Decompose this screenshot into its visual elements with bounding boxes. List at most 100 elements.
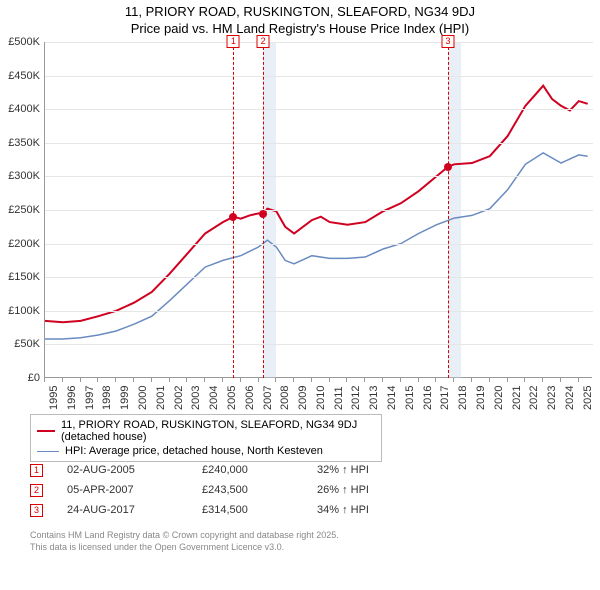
x-tick-label: 2014 bbox=[386, 386, 398, 410]
event-marker-box: 2 bbox=[257, 35, 270, 48]
title-block: 11, PRIORY ROAD, RUSKINGTON, SLEAFORD, N… bbox=[0, 0, 600, 38]
event-diff: 32% ↑ HPI bbox=[317, 464, 369, 476]
y-tick-label: £150K bbox=[0, 271, 42, 283]
attribution-text: Contains HM Land Registry data © Crown c… bbox=[30, 530, 339, 553]
x-tick-label: 2006 bbox=[244, 386, 256, 410]
x-tick-label: 1999 bbox=[119, 386, 131, 410]
x-tick-label: 2009 bbox=[297, 386, 309, 410]
x-tick-label: 2020 bbox=[493, 386, 505, 410]
x-tick bbox=[578, 378, 579, 382]
gridline bbox=[45, 210, 593, 211]
x-tick bbox=[258, 378, 259, 382]
y-tick-label: £400K bbox=[0, 103, 42, 115]
x-tick-label: 1998 bbox=[101, 386, 113, 410]
y-tick-label: £500K bbox=[0, 36, 42, 48]
x-tick-label: 2011 bbox=[333, 386, 345, 410]
x-tick-label: 2022 bbox=[528, 386, 540, 410]
chart-container: 11, PRIORY ROAD, RUSKINGTON, SLEAFORD, N… bbox=[0, 0, 600, 590]
x-tick-label: 2000 bbox=[137, 386, 149, 410]
y-tick-label: £50K bbox=[0, 338, 42, 350]
x-tick bbox=[240, 378, 241, 382]
event-id-box: 1 bbox=[30, 464, 43, 477]
attribution-line-2: This data is licensed under the Open Gov… bbox=[30, 542, 339, 554]
x-tick bbox=[418, 378, 419, 382]
x-tick-label: 2024 bbox=[564, 386, 576, 410]
x-tick bbox=[293, 378, 294, 382]
x-tick bbox=[222, 378, 223, 382]
event-dot bbox=[259, 210, 267, 218]
series-line bbox=[45, 86, 588, 323]
gridline bbox=[45, 42, 593, 43]
x-tick-label: 2003 bbox=[190, 386, 202, 410]
x-tick bbox=[542, 378, 543, 382]
x-tick bbox=[80, 378, 81, 382]
y-tick-label: £300K bbox=[0, 170, 42, 182]
x-tick bbox=[382, 378, 383, 382]
y-tick-label: £350K bbox=[0, 137, 42, 149]
x-tick-label: 2007 bbox=[262, 386, 274, 410]
event-date: 24-AUG-2017 bbox=[67, 504, 202, 516]
x-tick-label: 2012 bbox=[350, 386, 362, 410]
x-tick bbox=[169, 378, 170, 382]
gridline bbox=[45, 143, 593, 144]
event-marker-box: 3 bbox=[441, 35, 454, 48]
attribution-line-1: Contains HM Land Registry data © Crown c… bbox=[30, 530, 339, 542]
x-tick-label: 2015 bbox=[404, 386, 416, 410]
x-tick-label: 2008 bbox=[279, 386, 291, 410]
event-id-box: 2 bbox=[30, 484, 43, 497]
x-tick-label: 2004 bbox=[208, 386, 220, 410]
x-tick bbox=[151, 378, 152, 382]
event-diff: 34% ↑ HPI bbox=[317, 504, 369, 516]
x-tick bbox=[311, 378, 312, 382]
x-tick bbox=[97, 378, 98, 382]
x-tick-label: 2002 bbox=[173, 386, 185, 410]
title-line-1: 11, PRIORY ROAD, RUSKINGTON, SLEAFORD, N… bbox=[0, 4, 600, 21]
event-dot bbox=[229, 213, 237, 221]
gridline bbox=[45, 277, 593, 278]
event-date: 05-APR-2007 bbox=[67, 484, 202, 496]
x-tick-label: 1997 bbox=[84, 386, 96, 410]
event-row: 1 02-AUG-2005£240,00032% ↑ HPI bbox=[30, 460, 369, 480]
x-tick-label: 2016 bbox=[422, 386, 434, 410]
y-tick-label: £100K bbox=[0, 305, 42, 317]
x-tick-label: 1995 bbox=[48, 386, 60, 410]
event-price: £240,000 bbox=[202, 464, 317, 476]
gridline bbox=[45, 244, 593, 245]
x-tick bbox=[204, 378, 205, 382]
x-tick bbox=[507, 378, 508, 382]
x-tick bbox=[62, 378, 63, 382]
event-marker-box: 1 bbox=[227, 35, 240, 48]
x-tick-label: 2013 bbox=[368, 386, 380, 410]
x-tick bbox=[435, 378, 436, 382]
x-tick bbox=[44, 378, 45, 382]
x-tick bbox=[133, 378, 134, 382]
legend-swatch bbox=[37, 430, 55, 432]
gridline bbox=[45, 176, 593, 177]
y-tick-label: £200K bbox=[0, 238, 42, 250]
x-tick-label: 2017 bbox=[439, 386, 451, 410]
x-tick bbox=[275, 378, 276, 382]
gridline bbox=[45, 311, 593, 312]
x-tick-label: 2023 bbox=[546, 386, 558, 410]
x-tick bbox=[364, 378, 365, 382]
x-tick-label: 2001 bbox=[155, 386, 167, 410]
y-tick-label: £0 bbox=[0, 372, 42, 384]
event-vline bbox=[448, 42, 449, 378]
x-tick bbox=[115, 378, 116, 382]
event-vline bbox=[233, 42, 234, 378]
event-date: 02-AUG-2005 bbox=[67, 464, 202, 476]
x-tick bbox=[471, 378, 472, 382]
event-row: 2 05-APR-2007£243,50026% ↑ HPI bbox=[30, 480, 369, 500]
event-diff: 26% ↑ HPI bbox=[317, 484, 369, 496]
legend-swatch bbox=[37, 451, 59, 452]
event-row: 324-AUG-2017£314,50034% ↑ HPI bbox=[30, 500, 369, 520]
event-price: £243,500 bbox=[202, 484, 317, 496]
x-tick bbox=[329, 378, 330, 382]
x-tick-label: 2025 bbox=[582, 386, 594, 410]
gridline bbox=[45, 109, 593, 110]
x-tick bbox=[186, 378, 187, 382]
title-line-2: Price paid vs. HM Land Registry's House … bbox=[0, 21, 600, 38]
x-tick bbox=[346, 378, 347, 382]
event-dot bbox=[444, 163, 452, 171]
legend-label: HPI: Average price, detached house, Nort… bbox=[65, 445, 323, 457]
